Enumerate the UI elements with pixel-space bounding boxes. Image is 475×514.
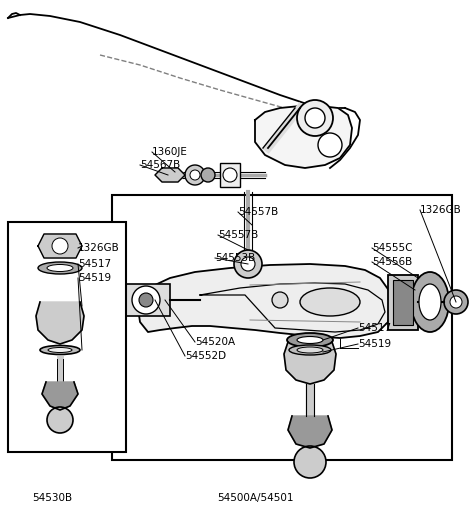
Ellipse shape	[47, 265, 73, 271]
Ellipse shape	[289, 345, 331, 355]
Circle shape	[185, 165, 205, 185]
Ellipse shape	[297, 347, 323, 353]
Polygon shape	[36, 302, 84, 344]
Bar	[220, 163, 240, 187]
Circle shape	[294, 446, 326, 478]
Circle shape	[139, 293, 153, 307]
Circle shape	[132, 286, 160, 314]
Circle shape	[305, 108, 325, 128]
Ellipse shape	[419, 284, 441, 320]
Text: 54519: 54519	[358, 339, 391, 349]
Bar	[388, 275, 418, 330]
Ellipse shape	[300, 288, 360, 316]
Circle shape	[52, 238, 68, 254]
Text: 1326GB: 1326GB	[420, 205, 462, 215]
Text: 54500A/54501: 54500A/54501	[217, 493, 293, 503]
Circle shape	[444, 290, 468, 314]
Bar	[112, 195, 452, 460]
Bar	[122, 284, 170, 316]
Circle shape	[297, 100, 333, 136]
Text: 54519: 54519	[78, 273, 111, 283]
Circle shape	[450, 296, 462, 308]
Text: 54555C: 54555C	[372, 243, 412, 253]
Bar	[8, 222, 126, 452]
Circle shape	[272, 292, 288, 308]
Text: 54567B: 54567B	[140, 160, 180, 170]
Polygon shape	[155, 168, 185, 182]
Polygon shape	[284, 342, 336, 384]
Text: 54520A: 54520A	[195, 337, 235, 347]
Text: 54530B: 54530B	[32, 493, 72, 503]
Bar	[393, 280, 413, 325]
Text: 54556B: 54556B	[372, 257, 412, 267]
Circle shape	[190, 170, 200, 180]
Ellipse shape	[411, 272, 449, 332]
Polygon shape	[42, 382, 78, 410]
Circle shape	[93, 295, 103, 305]
Circle shape	[318, 133, 342, 157]
Text: 54517: 54517	[78, 259, 111, 269]
Circle shape	[47, 407, 73, 433]
Polygon shape	[288, 416, 332, 448]
Ellipse shape	[48, 347, 72, 353]
Polygon shape	[255, 106, 352, 168]
Ellipse shape	[40, 345, 80, 355]
Text: 54553B: 54553B	[215, 253, 255, 263]
Ellipse shape	[287, 333, 333, 347]
Circle shape	[241, 257, 255, 271]
Circle shape	[234, 250, 262, 278]
Text: 54557B: 54557B	[218, 230, 258, 240]
Circle shape	[223, 168, 237, 182]
Circle shape	[86, 288, 110, 312]
Ellipse shape	[38, 262, 82, 274]
Text: 1326GB: 1326GB	[78, 243, 120, 253]
Circle shape	[201, 168, 215, 182]
Text: 1360JE: 1360JE	[152, 147, 188, 157]
Text: 54517: 54517	[358, 323, 391, 333]
Text: 54552D: 54552D	[185, 351, 226, 361]
Text: 54557B: 54557B	[238, 207, 278, 217]
Polygon shape	[38, 234, 82, 258]
Ellipse shape	[297, 337, 323, 343]
Polygon shape	[138, 264, 392, 338]
